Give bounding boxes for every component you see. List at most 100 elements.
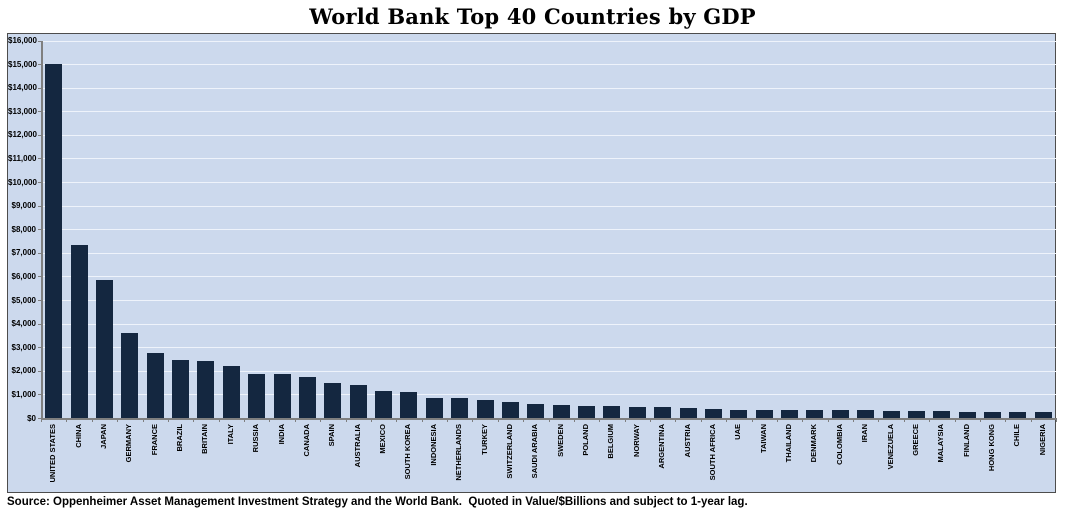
- x-axis-tick: [548, 418, 550, 422]
- x-axis-tick: [1030, 418, 1032, 422]
- bar: [806, 410, 824, 418]
- bar: [755, 409, 773, 418]
- bar: [984, 412, 1002, 418]
- gridline: [41, 394, 1056, 396]
- bar: [781, 409, 799, 418]
- y-axis-tick: [38, 134, 41, 136]
- x-axis-tick: [345, 418, 347, 422]
- y-axis-tick-label: $6,000: [11, 271, 36, 281]
- y-axis-tick: [38, 229, 41, 231]
- x-axis-label: UNITED STATES: [48, 424, 58, 483]
- x-axis-label: SOUTH KOREA: [403, 424, 413, 480]
- gridline: [41, 158, 1056, 160]
- x-axis-tick: [776, 418, 778, 422]
- x-axis-label: ITALY: [225, 424, 235, 445]
- y-axis-tick-label: $1,000: [11, 389, 36, 399]
- gridline: [41, 87, 1056, 89]
- x-axis-tick: [878, 418, 880, 422]
- y-axis-tick-label: $10,000: [8, 177, 37, 187]
- x-axis-tick: [523, 418, 525, 422]
- x-axis-tick: [294, 418, 296, 422]
- x-axis-label: THAILAND: [784, 424, 794, 463]
- x-axis-tick: [320, 418, 322, 422]
- bar: [197, 360, 215, 418]
- x-axis-label: NIGERIA: [1037, 424, 1047, 456]
- x-axis-label: UAE: [733, 424, 743, 440]
- x-axis-tick: [802, 418, 804, 422]
- bar: [958, 411, 976, 418]
- y-axis-tick-label: $7,000: [11, 248, 36, 258]
- x-axis-tick: [497, 418, 499, 422]
- x-axis-tick: [447, 418, 448, 422]
- y-axis-tick-label: $3,000: [11, 342, 36, 352]
- x-axis-label: FINLAND: [961, 424, 971, 457]
- x-axis-tick: [193, 418, 195, 422]
- gridline: [41, 370, 1056, 372]
- x-axis-label: POLAND: [581, 424, 591, 456]
- x-axis-line: [41, 418, 1056, 420]
- x-axis-label: CHILE: [1012, 424, 1022, 447]
- bar: [248, 374, 266, 418]
- x-axis-label: TAIWAN: [758, 424, 768, 454]
- y-axis-tick: [38, 64, 41, 66]
- bar: [907, 411, 925, 418]
- y-axis-tick-label: $8,000: [11, 224, 36, 234]
- y-axis-tick: [38, 40, 41, 42]
- y-axis-tick-label: $13,000: [8, 106, 37, 116]
- x-axis-label: COLOMBIA: [834, 424, 844, 465]
- gridline: [41, 323, 1056, 325]
- y-axis-line: [41, 40, 43, 419]
- bar: [70, 245, 88, 418]
- bar: [679, 408, 697, 418]
- gridline: [41, 347, 1056, 349]
- x-axis-tick: [751, 418, 753, 422]
- bar: [172, 359, 190, 418]
- bar: [375, 390, 393, 418]
- bar: [628, 406, 646, 418]
- bar: [298, 377, 316, 418]
- x-axis-label: TURKEY: [479, 424, 489, 455]
- x-axis-label: SAUDI ARABIA: [530, 424, 540, 479]
- x-axis-label: MALAYSIA: [936, 424, 946, 463]
- x-axis-tick: [244, 418, 245, 422]
- y-axis-tick-label: $9,000: [11, 201, 36, 211]
- bar: [552, 405, 570, 418]
- x-axis-tick: [66, 418, 68, 422]
- y-axis-tick-label: $4,000: [11, 319, 36, 329]
- source-note: Source: Oppenheimer Asset Management Inv…: [7, 496, 748, 508]
- x-axis-tick: [853, 418, 854, 422]
- bar: [730, 409, 748, 418]
- x-axis-tick: [396, 418, 398, 422]
- bar: [831, 410, 849, 418]
- y-axis-tick-label: $14,000: [8, 83, 37, 93]
- x-axis-label: RUSSIA: [251, 424, 261, 453]
- y-axis-tick: [38, 418, 41, 419]
- x-axis-label: ARGENTINA: [657, 424, 667, 469]
- y-axis-tick: [38, 276, 41, 278]
- bar: [121, 333, 139, 418]
- x-axis-label: GREECE: [910, 424, 920, 456]
- y-axis-tick-label: $16,000: [8, 36, 37, 45]
- x-axis-tick: [903, 418, 905, 422]
- bar: [654, 407, 672, 418]
- x-axis-tick: [41, 418, 42, 422]
- y-axis-tick-label: $11,000: [8, 153, 37, 163]
- y-axis-tick: [38, 158, 41, 160]
- y-axis-tick: [38, 323, 41, 325]
- x-axis-tick: [472, 418, 474, 422]
- x-axis-label: INDIA: [276, 424, 286, 445]
- x-axis-tick: [624, 418, 626, 422]
- gridline: [41, 252, 1056, 254]
- x-axis-tick: [599, 418, 601, 422]
- x-axis-tick: [269, 418, 271, 422]
- x-axis-tick: [1005, 418, 1007, 422]
- bar: [451, 398, 469, 418]
- gridline: [41, 64, 1056, 66]
- bar: [146, 352, 164, 418]
- x-axis-label: BELGIUM: [606, 424, 616, 459]
- x-axis-label: CANADA: [301, 424, 311, 457]
- x-axis-label: CHINA: [73, 424, 83, 448]
- x-axis-tick: [979, 418, 981, 422]
- bar: [704, 408, 722, 418]
